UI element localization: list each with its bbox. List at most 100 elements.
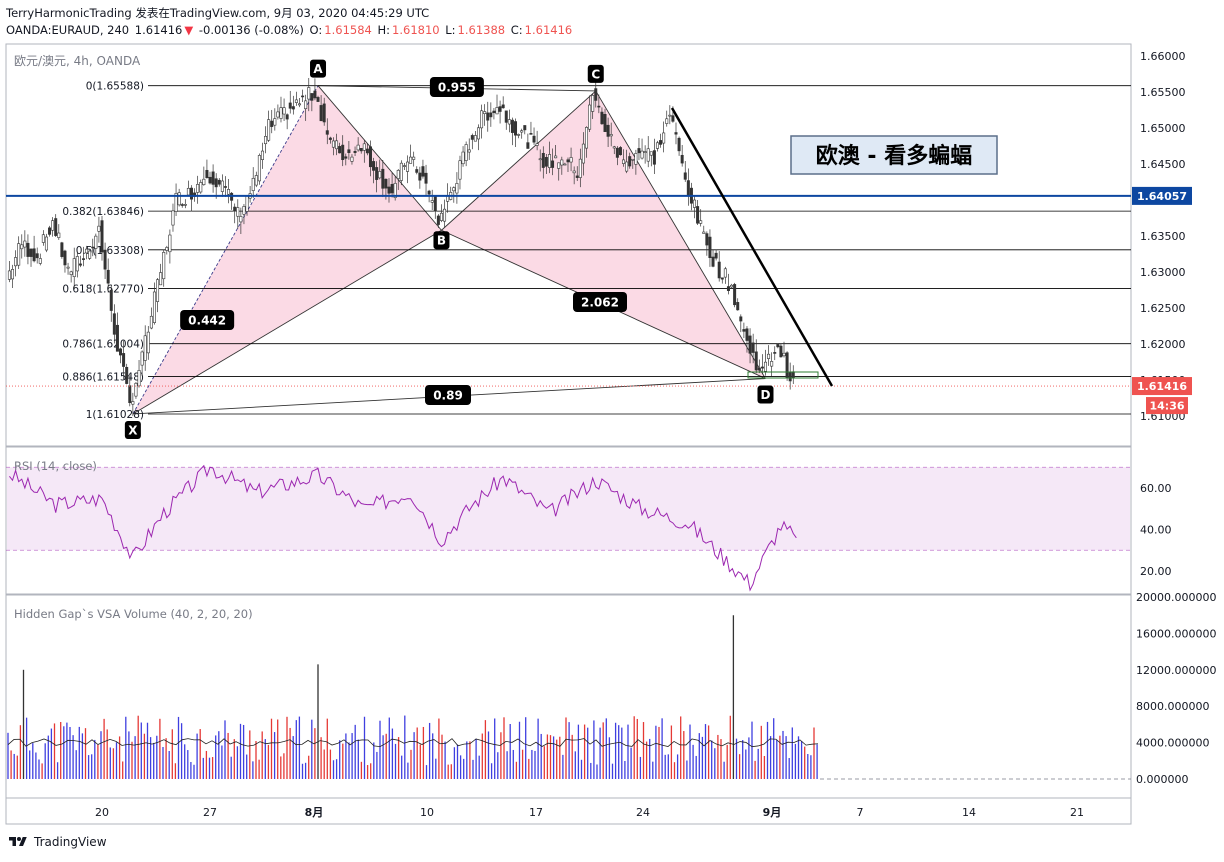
- candle-body: [69, 271, 73, 275]
- candle-body: [41, 234, 45, 243]
- candle-body: [347, 149, 351, 153]
- candle-body: [736, 302, 740, 311]
- point-badge: [124, 420, 141, 439]
- candle-body: [554, 155, 558, 159]
- candle-body: [461, 151, 465, 165]
- candle-body: [541, 152, 545, 168]
- candle-body: [634, 153, 638, 165]
- candle-body: [146, 331, 150, 354]
- candle-body: [489, 112, 493, 118]
- candle-body: [356, 144, 360, 151]
- high-label: H:: [377, 23, 391, 37]
- candle-body: [54, 218, 58, 236]
- price-tick-label: 1.64500: [1140, 158, 1186, 171]
- candle-body: [591, 95, 595, 112]
- point-badge: [587, 64, 604, 83]
- candle-body: [378, 171, 382, 179]
- candle-body: [501, 104, 505, 109]
- candle-body: [625, 161, 629, 172]
- candle-body: [251, 177, 255, 191]
- candle-body: [214, 178, 218, 188]
- candle-body: [152, 291, 156, 323]
- candle-body: [177, 192, 181, 206]
- ratio-xad: 0.89: [433, 389, 463, 403]
- candle-body: [236, 207, 240, 217]
- candle-body: [760, 366, 764, 369]
- candle-body: [81, 258, 85, 260]
- close-label: C:: [510, 23, 523, 37]
- candle-body: [631, 158, 635, 161]
- candle-body: [683, 172, 687, 180]
- candle-body: [14, 257, 18, 267]
- tradingview-logo[interactable]: TradingView: [8, 835, 107, 849]
- candle-body: [199, 182, 203, 193]
- candle-body: [313, 90, 317, 99]
- candle-body: [307, 87, 311, 100]
- candle-body: [612, 146, 616, 149]
- candle-body: [674, 132, 678, 135]
- high-value: 1.61810: [392, 23, 440, 37]
- time-tick-label: 17: [529, 806, 543, 819]
- candle-body: [529, 133, 533, 135]
- candle-body: [78, 263, 82, 266]
- rsi-band: [7, 467, 1130, 551]
- bcd-triangle: [441, 90, 766, 379]
- candle-body: [362, 143, 366, 151]
- candle-body: [773, 352, 777, 354]
- ratio-bcd-bg: [573, 292, 627, 312]
- volume-tick-label: 4000.000000: [1136, 737, 1209, 750]
- open-value: 1.61584: [324, 23, 372, 37]
- candle-body: [785, 352, 789, 379]
- point-badge: [757, 385, 774, 404]
- candle-body: [245, 195, 249, 212]
- fib-level-label: 0.886(1.61548): [62, 372, 144, 384]
- candle-body: [622, 159, 626, 164]
- candle-body: [609, 134, 613, 137]
- ratio-xad-bg: [425, 385, 471, 405]
- symbol-name: OANDA:EURAUD, 240: [6, 23, 130, 37]
- hline-price-tag: 1.64057: [1137, 190, 1187, 203]
- candle-body: [726, 286, 730, 291]
- candle-body: [483, 111, 487, 114]
- candle-body: [640, 150, 644, 159]
- candle-body: [600, 111, 604, 125]
- down-arrow-icon: ▼: [184, 23, 194, 37]
- candle-body: [282, 107, 286, 115]
- point-label: C: [591, 67, 600, 81]
- chart-legend: 欧元/澳元, 4h, OANDA: [14, 54, 141, 68]
- candle-body: [273, 118, 277, 126]
- candle-body: [7, 270, 11, 280]
- pattern-point-B: B: [433, 231, 450, 250]
- candle-body: [791, 371, 795, 378]
- candle-body: [75, 256, 79, 272]
- candle-body: [85, 248, 89, 254]
- candle-body: [455, 183, 459, 194]
- candle-body: [751, 342, 755, 353]
- candle-body: [588, 104, 592, 130]
- close-value: 1.61416: [524, 23, 573, 37]
- rsi-tick-label: 20.00: [1140, 565, 1172, 578]
- candle-body: [288, 102, 292, 109]
- candle-body: [532, 135, 536, 143]
- candle-body: [779, 345, 783, 358]
- candle-body: [399, 162, 403, 181]
- candle-body: [421, 166, 425, 177]
- candle-body: [572, 170, 576, 174]
- candle-body: [662, 132, 666, 144]
- candle-body: [368, 146, 372, 168]
- price-tick-label: 1.63000: [1140, 266, 1186, 279]
- candle-body: [788, 372, 792, 382]
- candle-body: [171, 210, 175, 226]
- candle-body: [396, 170, 400, 179]
- candle-body: [196, 184, 200, 193]
- candle-body: [372, 161, 376, 171]
- candle-body: [671, 115, 675, 122]
- leg-xa: [132, 85, 319, 415]
- candle-body: [560, 159, 564, 166]
- candle-body: [227, 189, 231, 195]
- fib-level-label: 0.786(1.62004): [62, 339, 144, 351]
- candle-body: [29, 248, 33, 257]
- candle-body: [585, 127, 589, 149]
- candle-body: [717, 261, 721, 279]
